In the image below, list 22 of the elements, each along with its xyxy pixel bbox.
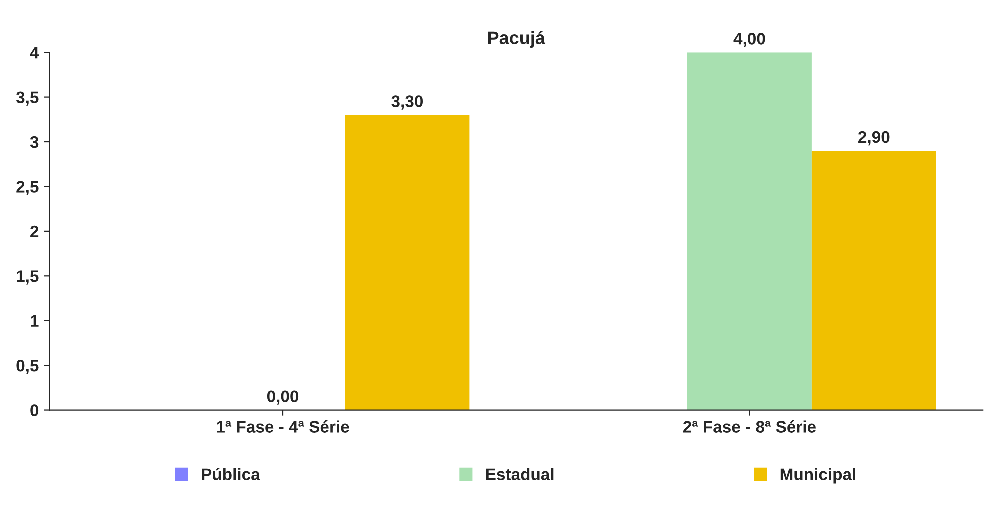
- bar: [812, 150, 936, 410]
- y-tick-label: 2: [30, 226, 39, 238]
- y-tick-label: 3: [30, 136, 39, 148]
- y-tick-label: 2,5: [16, 181, 39, 196]
- x-tick-label: 1ª Fase - 4ª Série: [217, 420, 350, 433]
- data-label: 2,90: [858, 131, 890, 146]
- y-tick-label: 1: [31, 315, 39, 327]
- legend-label: Municipal: [780, 468, 856, 484]
- bar: [345, 115, 470, 410]
- y-tick-label: 0,5: [16, 360, 39, 374]
- legend-label: Estadual: [486, 468, 554, 480]
- y-tick-label: 0: [30, 404, 39, 416]
- bar: [687, 52, 812, 410]
- y-tick-label: 1,5: [17, 270, 39, 285]
- y-tick-label: 4: [30, 47, 40, 59]
- chart-title: Pacujá: [488, 31, 546, 48]
- data-label: 4,00: [734, 33, 766, 48]
- x-tick-label: 2ª Fase - 8ª Série: [683, 420, 816, 433]
- data-label: 3,30: [392, 96, 423, 110]
- legend-label: Pública: [202, 468, 260, 480]
- y-tick-label: 3,5: [16, 92, 39, 106]
- data-label: 0,00: [267, 390, 299, 405]
